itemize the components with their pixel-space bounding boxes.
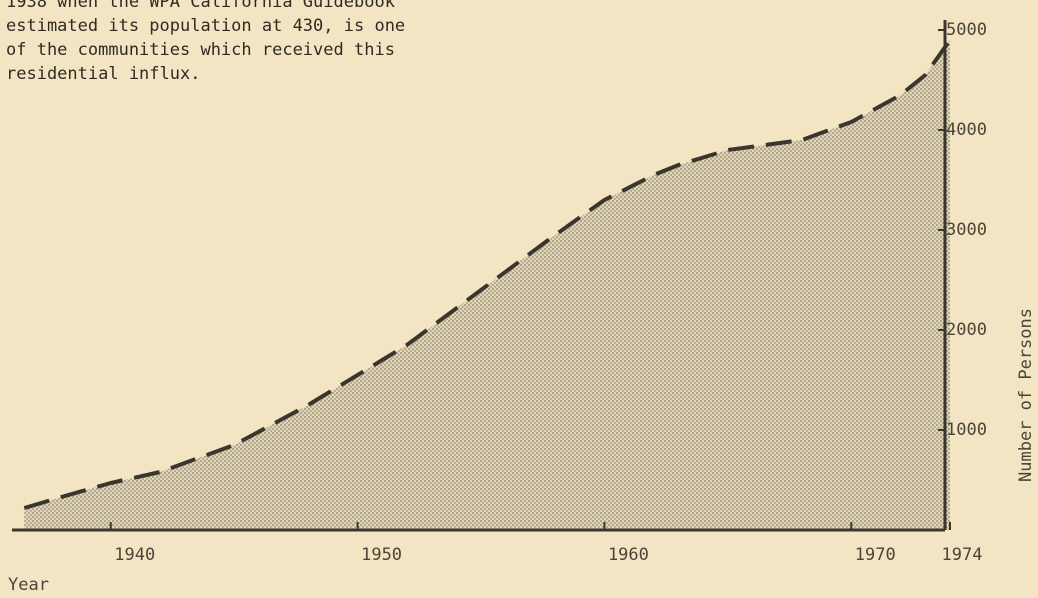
line [23, 38, 952, 510]
y-tick-label: 3000 [946, 220, 987, 240]
x-tick-label: 1950 [361, 545, 402, 565]
y-tick-label: 2000 [946, 320, 987, 340]
body-text: estimated its population at 430, is one [6, 16, 405, 36]
x-tick-label: 1960 [608, 545, 649, 565]
area [24, 40, 951, 530]
x-axis-label: Year [8, 575, 49, 595]
body-text: residential influx. [6, 64, 200, 84]
x-tick-label: 1970 [855, 545, 896, 565]
y-axis-label: Number of Persons [1016, 308, 1036, 482]
body-text: 1938 when the WPA California Guidebook [6, 0, 395, 12]
x-tick-label: 1974 [942, 545, 983, 565]
y-tick-label: 5000 [946, 20, 987, 40]
x-tick-label: 1940 [114, 545, 155, 565]
body-text: of the communities which received this [6, 40, 395, 60]
y-tick-label: 1000 [946, 420, 987, 440]
y-tick-label: 4000 [946, 120, 987, 140]
